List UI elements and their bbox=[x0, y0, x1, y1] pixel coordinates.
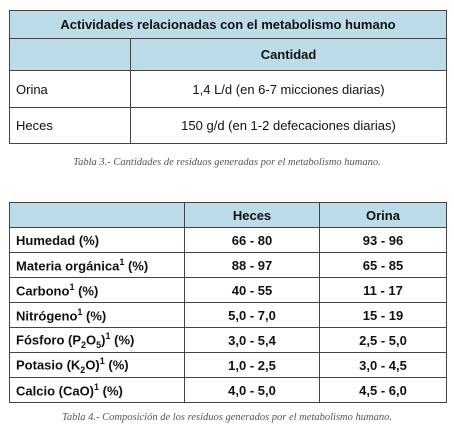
label-text: Calcio (CaO) bbox=[16, 383, 95, 399]
caption: Tabla 3.- Cantidades de residuos generad… bbox=[73, 157, 381, 168]
superscript: 1 bbox=[99, 355, 105, 366]
row-label: Humedad (%) bbox=[9, 227, 185, 253]
cell: 88 - 97 bbox=[184, 252, 320, 278]
cell: 3,0 - 5,4 bbox=[184, 327, 320, 353]
cell: 2,5 - 5,0 bbox=[319, 327, 447, 353]
caption: Tabla 4.- Composición de los residuos ge… bbox=[62, 412, 392, 423]
cell: 5,0 - 7,0 bbox=[184, 302, 320, 328]
table-quantities: Actividades relacionadas con el metaboli… bbox=[9, 10, 447, 144]
label-text: (%) bbox=[82, 308, 107, 324]
label-text: Fósforo (P bbox=[16, 331, 81, 347]
superscript: 1 bbox=[105, 330, 111, 341]
row-label: Nitrógeno1 (%) bbox=[9, 302, 185, 328]
column-header: Orina bbox=[319, 202, 447, 228]
row-label: Calcio (CaO)1 (%) bbox=[9, 377, 185, 403]
cell: 3,0 - 4,5 bbox=[319, 352, 447, 378]
label-text: (%) bbox=[124, 258, 149, 274]
superscript: 1 bbox=[77, 306, 83, 317]
label-text: (%) bbox=[74, 283, 99, 299]
cell: 66 - 80 bbox=[184, 227, 320, 253]
cell: 4,5 - 6,0 bbox=[319, 377, 447, 403]
subscript: 5 bbox=[96, 339, 102, 350]
cell: 93 - 96 bbox=[319, 227, 447, 253]
table-composition: Heces Orina Humedad (%) 66 - 80 93 - 96 Mat… bbox=[9, 202, 447, 403]
cell: 65 - 85 bbox=[319, 252, 447, 278]
row-label: Fósforo (P2O5)1 (%) bbox=[9, 327, 185, 353]
label-text: ) bbox=[101, 331, 106, 347]
column-header: Cantidad bbox=[130, 38, 447, 71]
cell: 1,4 L/d (en 6-7 micciones diarias) bbox=[130, 70, 447, 108]
row-label: Potasio (K2O)1 (%) bbox=[9, 352, 185, 378]
cell: 4,0 - 5,0 bbox=[184, 377, 320, 403]
label-text: O) bbox=[85, 356, 100, 372]
row-label: Heces bbox=[9, 107, 131, 144]
cell: 11 - 17 bbox=[319, 277, 447, 303]
label-text: Humedad (%) bbox=[16, 232, 100, 248]
superscript: 1 bbox=[119, 256, 125, 267]
column-header: Heces bbox=[184, 202, 320, 228]
table-title: Actividades relacionadas con el metaboli… bbox=[9, 10, 447, 39]
label-text: Potasio (K bbox=[16, 356, 81, 372]
row-label: Orina bbox=[9, 70, 131, 108]
superscript: 1 bbox=[69, 281, 75, 292]
cell: 40 - 55 bbox=[184, 277, 320, 303]
label-text: (%) bbox=[99, 383, 123, 399]
subscript: 2 bbox=[81, 339, 87, 350]
cell: 1,0 - 2,5 bbox=[184, 352, 320, 378]
row-label: Carbono1 (%) bbox=[9, 277, 185, 303]
subscript: 2 bbox=[80, 364, 86, 375]
label-text: (%) bbox=[110, 331, 135, 347]
label-text: Carbono bbox=[16, 283, 70, 299]
label-text: Materia orgánica bbox=[16, 258, 120, 274]
label-text: O bbox=[86, 331, 97, 347]
row-label: Materia orgánica1 (%) bbox=[9, 252, 185, 278]
label-text: (%) bbox=[104, 356, 129, 372]
cell: 150 g/d (en 1-2 defecaciones diarias) bbox=[130, 107, 447, 144]
cell: 15 - 19 bbox=[319, 302, 447, 328]
label-text: Nitrógeno bbox=[16, 308, 78, 324]
superscript: 1 bbox=[94, 381, 100, 392]
